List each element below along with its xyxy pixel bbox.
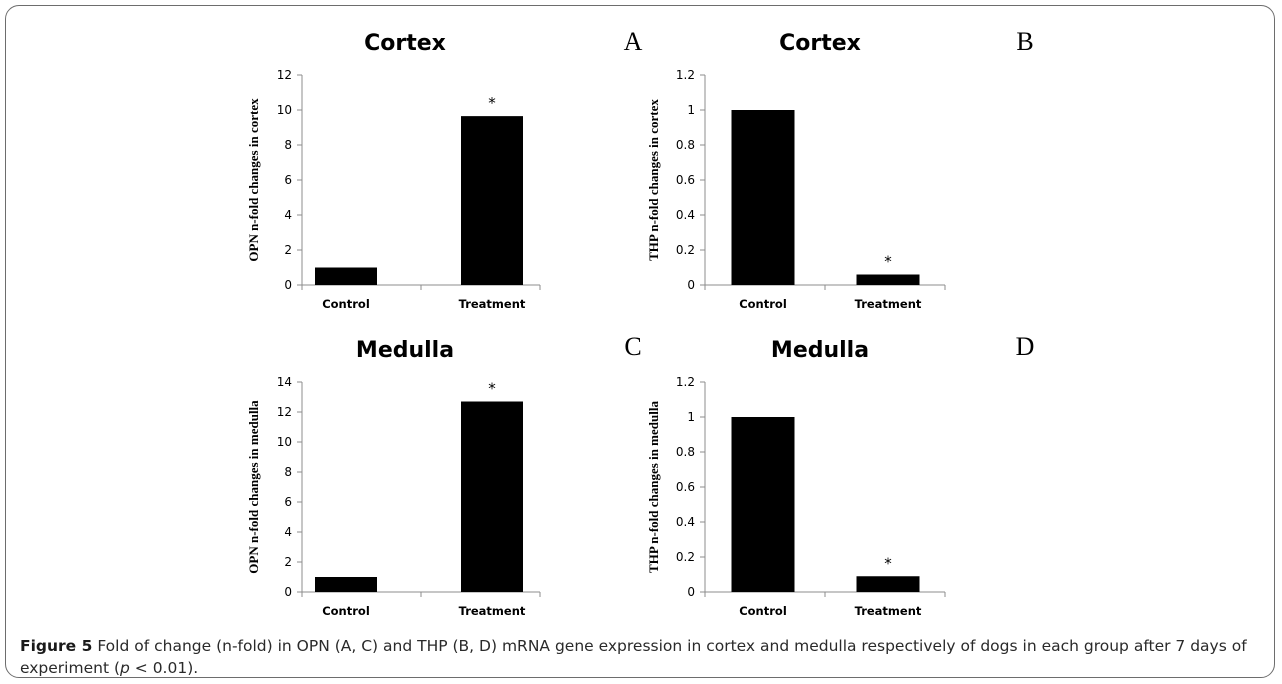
y-tick-label-d: 0 — [687, 585, 695, 599]
bar-b-treatment — [856, 274, 920, 285]
caption-text: Fold of change (n-fold) in OPN (A, C) an… — [20, 637, 1247, 677]
caption-p-symbol: p — [120, 659, 130, 677]
x-tick-label-d: Control — [739, 604, 787, 618]
caption-text-end: < 0.01). — [129, 659, 199, 677]
y-tick-label-b: 1 — [687, 103, 695, 117]
bar-a-control — [315, 267, 377, 285]
significance-star-b: * — [884, 253, 892, 271]
panel-letter-b: B — [1016, 27, 1033, 56]
y-tick-label-c: 2 — [284, 555, 292, 569]
y-axis-label-b: THP n-fold changes in cortex — [646, 99, 661, 261]
y-axis-label-a: OPN n-fold changes in cortex — [246, 98, 261, 262]
y-tick-label-d: 1.2 — [676, 375, 695, 389]
panel-letter-c: C — [624, 332, 641, 361]
y-tick-label-a: 8 — [284, 138, 292, 152]
x-tick-label-b: Treatment — [855, 297, 922, 311]
y-tick-label-c: 10 — [277, 435, 292, 449]
y-tick-label-d: 0.6 — [676, 480, 695, 494]
panel-letter-a: A — [624, 27, 643, 56]
chart-title-c: Medulla — [356, 338, 454, 363]
y-tick-label-c: 0 — [284, 585, 292, 599]
bar-c-control — [315, 577, 377, 592]
y-tick-label-a: 2 — [284, 243, 292, 257]
significance-star-c: * — [488, 380, 496, 398]
y-tick-label-c: 12 — [277, 405, 292, 419]
y-axis-label-d: THP n-fold changes in medulla — [646, 401, 661, 573]
figure-caption: Figure 5 Fold of change (n-fold) in OPN … — [20, 635, 1265, 679]
y-tick-label-d: 1 — [687, 410, 695, 424]
chart-title-d: Medulla — [771, 338, 869, 363]
figure-frame — [5, 5, 1275, 678]
y-tick-label-b: 0.8 — [676, 138, 695, 152]
y-tick-label-a: 0 — [284, 278, 292, 292]
panel-letter-d: D — [1016, 332, 1035, 361]
y-tick-label-d: 0.4 — [676, 515, 695, 529]
y-tick-label-b: 0.2 — [676, 243, 695, 257]
y-tick-label-c: 14 — [277, 375, 292, 389]
x-tick-label-d: Treatment — [855, 604, 922, 618]
y-tick-label-c: 6 — [284, 495, 292, 509]
significance-star-d: * — [884, 554, 892, 572]
y-tick-label-d: 0.8 — [676, 445, 695, 459]
y-tick-label-d: 0.2 — [676, 550, 695, 564]
y-tick-label-a: 12 — [277, 68, 292, 82]
bar-c-treatment — [461, 401, 523, 592]
bar-a-treatment — [461, 116, 523, 285]
x-tick-label-a: Control — [322, 297, 370, 311]
chart-title-a: Cortex — [364, 31, 446, 56]
y-tick-label-b: 0.4 — [676, 208, 695, 222]
y-axis-label-c: OPN n-fold changes in medulla — [246, 400, 261, 574]
y-tick-label-c: 4 — [284, 525, 292, 539]
x-tick-label-c: Control — [322, 604, 370, 618]
x-tick-label-a: Treatment — [459, 297, 526, 311]
y-tick-label-b: 0.6 — [676, 173, 695, 187]
x-tick-label-b: Control — [739, 297, 787, 311]
y-tick-label-b: 1.2 — [676, 68, 695, 82]
y-tick-label-c: 8 — [284, 465, 292, 479]
y-tick-label-a: 4 — [284, 208, 292, 222]
bar-d-treatment — [856, 576, 920, 592]
bar-d-control — [731, 417, 795, 592]
x-tick-label-c: Treatment — [459, 604, 526, 618]
significance-star-a: * — [488, 94, 496, 112]
bar-b-control — [731, 110, 795, 285]
y-tick-label-a: 10 — [277, 103, 292, 117]
y-tick-label-b: 0 — [687, 278, 695, 292]
figure-label: Figure 5 — [20, 637, 93, 655]
y-tick-label-a: 6 — [284, 173, 292, 187]
chart-title-b: Cortex — [779, 31, 861, 56]
